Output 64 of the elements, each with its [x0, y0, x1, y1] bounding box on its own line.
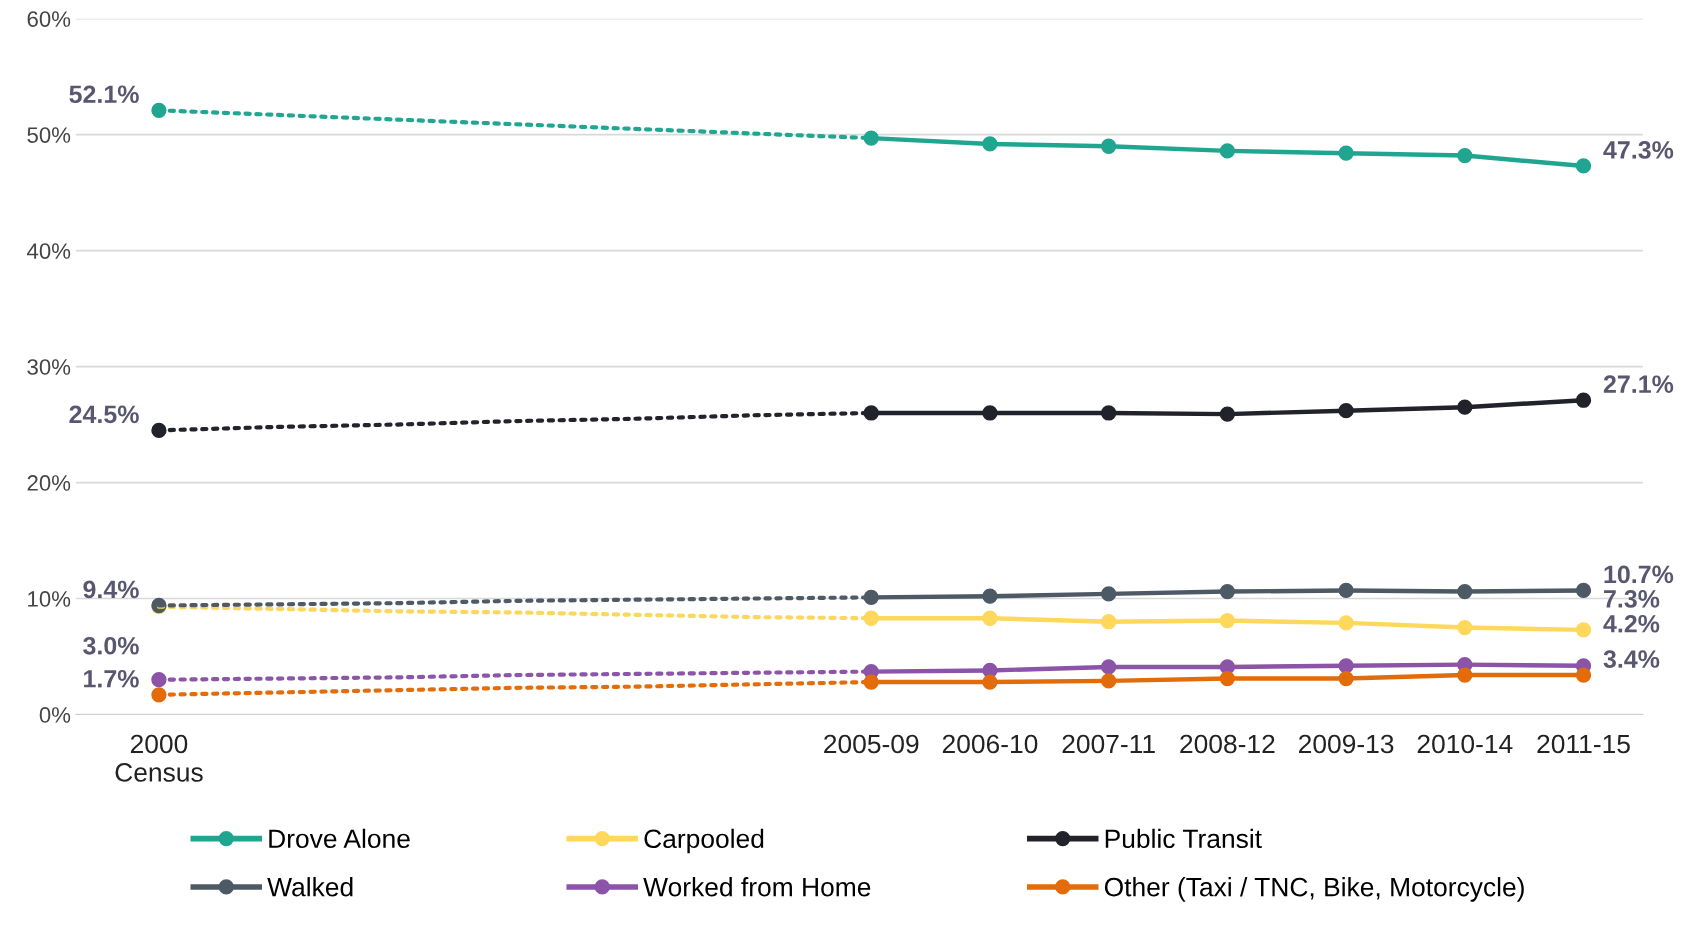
y-tick-label: 10%: [28, 591, 71, 607]
point: [982, 588, 998, 604]
point: [982, 674, 998, 690]
point: [1338, 670, 1354, 687]
point: [1338, 145, 1354, 161]
point: [1101, 673, 1117, 689]
point: [1101, 138, 1117, 154]
x-tick-label: 2007-11: [1062, 734, 1155, 754]
point: [1338, 615, 1354, 631]
data-label: 4.2%: [1603, 614, 1660, 633]
data-label: 9.4%: [83, 580, 139, 599]
y-tick-label: 60%: [27, 11, 71, 27]
data-label: 3.4%: [1603, 650, 1660, 668]
point: [1219, 143, 1236, 159]
legend-label: Public Transit: [1105, 828, 1262, 849]
point: [1575, 667, 1592, 683]
point: [1101, 586, 1117, 602]
point: [1101, 659, 1117, 675]
x-tick-label: 2006-10: [942, 734, 1038, 754]
point: [1457, 619, 1473, 636]
point: [982, 610, 998, 626]
legend-label: Other (Taxi / TNC, Bike, Motorcycle): [1104, 877, 1524, 902]
data-label: 47.3%: [1603, 141, 1674, 159]
data-label: 27.1%: [1603, 375, 1674, 393]
y-tick-label: 30%: [27, 359, 71, 375]
x-tick-label: 2008-12: [1180, 734, 1275, 754]
y-tick-label: 20%: [27, 475, 71, 491]
x-tick-label: 2011-15: [1537, 734, 1630, 754]
data-label: 1.7%: [84, 669, 139, 688]
x-tick-label: 2009-13: [1299, 734, 1394, 754]
legend-label: Drove Alone: [269, 828, 410, 849]
point: [1219, 670, 1236, 687]
point: [1457, 147, 1473, 164]
point: [1219, 406, 1236, 422]
point: [1219, 583, 1236, 600]
x-tick-label: 2000 Census: [115, 734, 203, 782]
point: [1338, 403, 1354, 419]
y-tick-label: 0%: [39, 707, 71, 723]
point: [1575, 392, 1592, 408]
point: [1457, 399, 1473, 415]
x-tick-label: 2005-09: [824, 734, 919, 754]
point: [1457, 583, 1473, 600]
point: [1101, 614, 1117, 630]
point: [982, 405, 998, 421]
point: [982, 136, 998, 152]
point: [1101, 405, 1117, 421]
data-label: 24.5%: [69, 405, 139, 424]
legend-label: Worked from Home: [643, 877, 871, 897]
data-label: 10.7%: [1604, 565, 1674, 584]
point: [1575, 622, 1592, 638]
x-tick-label: 2010-14: [1417, 734, 1513, 754]
data-label: 3.0%: [83, 636, 139, 655]
y-tick-label: 40%: [27, 243, 71, 259]
point: [1338, 582, 1354, 599]
point: [1575, 158, 1592, 174]
data-label: 7.3%: [1604, 590, 1660, 608]
y-tick-label: 50%: [27, 127, 71, 143]
legend-label: Walked: [267, 877, 353, 897]
data-label: 52.1%: [69, 85, 139, 104]
point: [1457, 667, 1473, 683]
legend-label: Carpooled: [644, 828, 764, 854]
point: [1575, 582, 1592, 599]
point: [1338, 658, 1354, 674]
point: [1219, 612, 1236, 629]
